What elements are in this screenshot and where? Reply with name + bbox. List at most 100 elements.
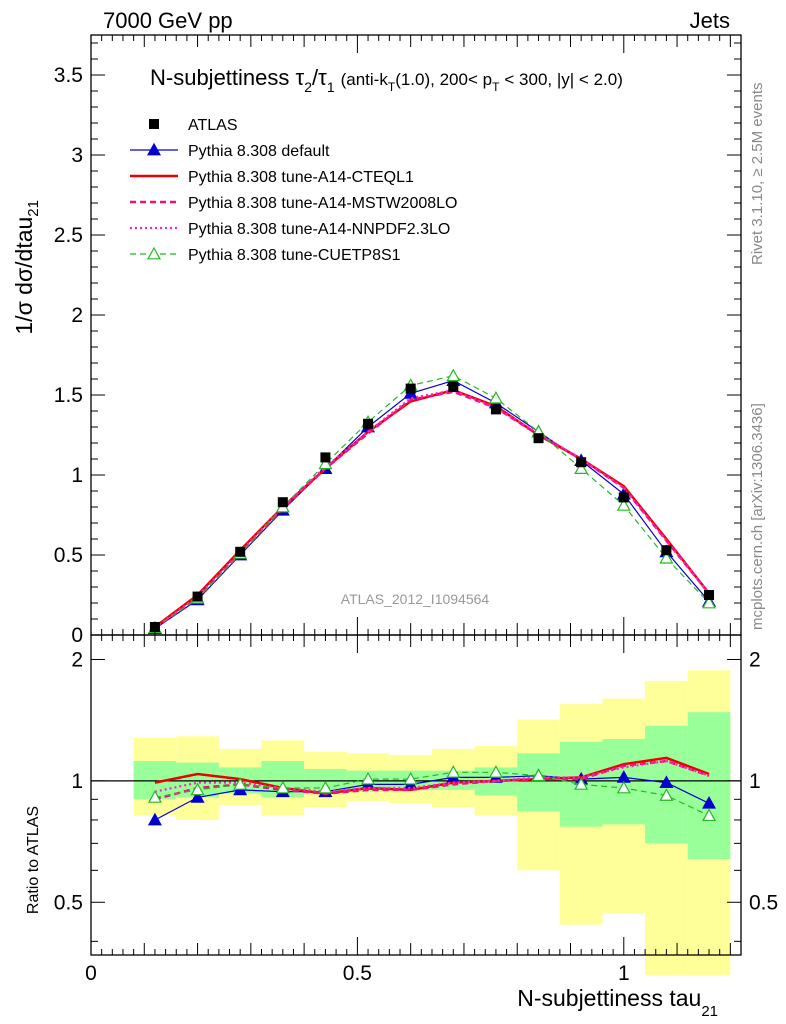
main-point-atlas — [277, 497, 288, 508]
main-point-atlas — [661, 545, 672, 556]
main-ytick-label: 1 — [71, 464, 83, 487]
ratio-line-cuetp8s1 — [154, 771, 710, 817]
ratio-point-cuetp8s1 — [659, 788, 674, 801]
title-main: N-subjettiness τ — [150, 65, 305, 90]
main-point-atlas — [618, 492, 629, 503]
main-panel-series — [147, 368, 717, 635]
main-point-cuetp8s1 — [702, 595, 717, 609]
analysis-label: ATLAS_2012_I1094564 — [341, 591, 490, 607]
main-ytick-label: 3 — [71, 144, 83, 167]
ratio-ytick-label-right: 2 — [749, 648, 761, 671]
ratio-point-cuetp8s1 — [275, 780, 290, 794]
ratio-point-default — [147, 812, 162, 826]
x-tick-label: 0.5 — [343, 962, 372, 985]
ratio-ytick-label: 0.5 — [54, 891, 83, 914]
ratio-ytick-label: 1 — [71, 770, 83, 793]
ratio-panel-series — [147, 756, 717, 826]
x-axis-title-sub: 21 — [701, 1003, 718, 1020]
ratio-point-cuetp8s1 — [702, 808, 717, 822]
legend-label-default: Pythia 8.308 default — [188, 143, 330, 160]
ratio-frame — [90, 634, 742, 956]
main-line-a14_nnpdf — [154, 389, 710, 629]
ratio-point-cuetp8s1 — [616, 780, 631, 794]
legend-label-atlas: ATLAS — [188, 117, 238, 134]
title-detail-t1: T — [388, 80, 396, 94]
main-point-atlas — [149, 622, 160, 632]
title-detail-t2: T — [492, 80, 500, 94]
main-point-cuetp8s1 — [659, 550, 674, 564]
main-point-atlas — [235, 546, 246, 557]
legend-label-a14_mstw: Pythia 8.308 tune-A14-MSTW2008LO — [188, 195, 457, 212]
main-ytick-label: 2.5 — [54, 224, 83, 247]
ratio-ylabel: Ratio to ATLAS — [25, 806, 42, 914]
legend: ATLAS Pythia 8.308 default Pythia 8.308 tu… — [130, 117, 457, 264]
main-point-atlas — [192, 591, 203, 602]
ratio-point-cuetp8s1 — [488, 765, 503, 778]
x-tick-label: 1 — [618, 962, 630, 985]
main-point-cuetp8s1 — [488, 390, 503, 404]
legend-marker-default — [146, 142, 162, 156]
main-point-atlas — [448, 382, 459, 392]
ratio-point-cuetp8s1 — [190, 782, 205, 796]
ratio-point-cuetp8s1 — [403, 771, 418, 785]
ratio-point-cuetp8s1 — [318, 780, 333, 794]
main-point-atlas — [704, 590, 715, 600]
band-inner-bin — [517, 753, 560, 812]
main-ytick-label: 3.5 — [54, 64, 83, 87]
mcplots-note: mcplots.cern.ch [arXiv:1306.3436] — [749, 403, 766, 630]
ratio-point-cuetp8s1 — [446, 765, 461, 778]
title-detail-b: (1.0), 200< p — [395, 70, 492, 89]
ratio-ytick-label: 2 — [71, 648, 83, 671]
main-ylabel: 1/σ dσ/dtau21 — [11, 200, 42, 335]
main-point-cuetp8s1 — [318, 456, 333, 470]
legend-label-a14_nnpdf: Pythia 8.308 tune-A14-NNPDF2.3LO — [188, 221, 450, 238]
x-axis-title-text: N-subjettiness tau — [517, 985, 701, 1011]
main-point-atlas — [363, 418, 374, 429]
main-point-cuetp8s1 — [446, 368, 461, 382]
main-ytick-label: 1.5 — [54, 384, 83, 407]
band-inner-bin — [687, 712, 731, 860]
legend-label-cuetp8s1: Pythia 8.308 tune-CUETP8S1 — [188, 247, 401, 264]
panel-frames — [90, 34, 742, 956]
legend-marker-cuetp8s1 — [146, 246, 162, 260]
title-detail-c: < 300, |y| < 2.0) — [504, 70, 622, 89]
axis-ticks: 00.511.522.533.50 0.5 10.5 0.51 12 2 — [54, 35, 778, 985]
main-point-atlas — [405, 383, 416, 394]
energy-label: 7000 GeV pp — [103, 8, 233, 33]
ratio-line-default — [154, 775, 710, 821]
title-sub-2: 2 — [304, 79, 312, 95]
main-ylabel-text: 1/σ dσ/dtau — [11, 217, 37, 335]
main-ylabel-sub: 21 — [25, 200, 42, 217]
ratio-ytick-label-right: 0.5 — [749, 891, 778, 914]
ratio-point-cuetp8s1 — [361, 771, 376, 785]
main-point-atlas — [320, 452, 331, 463]
main-point-atlas — [576, 457, 587, 468]
main-point-atlas — [490, 404, 501, 415]
ratio-point-default — [190, 790, 205, 803]
ratio-point-cuetp8s1 — [233, 777, 248, 790]
ratio-uncertainty-bands — [91, 670, 741, 976]
title-sep: /τ — [312, 65, 327, 90]
ratio-point-default — [659, 775, 674, 789]
ratio-point-default — [702, 796, 717, 809]
main-line-cuetp8s1 — [154, 375, 710, 629]
main-point-cuetp8s1 — [616, 498, 631, 511]
process-label: Jets — [690, 8, 730, 33]
title-detail-a: (anti-k — [341, 70, 389, 89]
ratio-point-cuetp8s1 — [574, 777, 589, 790]
ratio-point-cuetp8s1 — [531, 768, 546, 782]
x-axis-title: N-subjettiness tau21 — [517, 985, 718, 1020]
main-ytick-label: 2 — [71, 304, 83, 327]
plot-title: N-subjettiness τ2/τ1 (anti-kT(1.0), 200< … — [150, 65, 623, 95]
rivet-note: Rivet 3.1.10, ≥ 2.5M events — [749, 83, 766, 266]
main-ytick-label: 0.5 — [54, 544, 83, 567]
main-point-atlas — [533, 433, 544, 444]
main-ytick-label: 0 — [71, 624, 83, 647]
ratio-ytick-label-right: 1 — [749, 770, 761, 793]
legend-marker-atlas — [149, 119, 159, 129]
legend-label-a14_cteql1: Pythia 8.308 tune-A14-CTEQL1 — [188, 169, 414, 186]
ratio-point-cuetp8s1 — [147, 790, 162, 803]
title-sub-1: 1 — [327, 79, 335, 95]
x-tick-label: 0 — [85, 962, 97, 985]
